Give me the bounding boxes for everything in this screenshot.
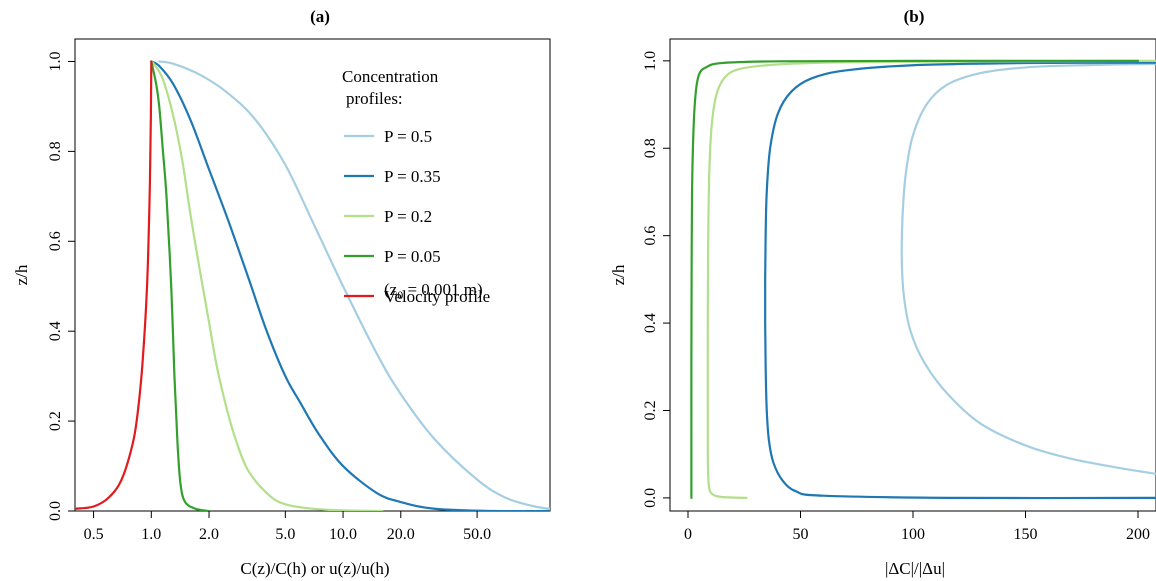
panel-b-chart: (b) 0 50 100 150 200 0.0 0.2 0.4 0.6 0.8 1.0 |ΔC|/… [609,7,1156,578]
panel-a-x-label: C(z)/C(h) or u(z)/u(h) [240,559,389,578]
panel-a-x-tick-label: 50.0 [463,526,491,543]
panel-a-y-tick-label: 0.8 [47,141,64,161]
legend-entry-label: P = 0.05 [384,247,441,266]
panel-a-x-tick-label: 20.0 [387,526,415,543]
panel-a-x-tick-label: 0.5 [84,526,104,543]
legend-entries: P = 0.5 P = 0.35 P = 0.2 P = 0.05 Velocity p… [344,127,490,306]
panel-b-plot-frame [669,38,1156,512]
panel-b-y-tick-label: 0.6 [642,226,659,246]
panel-a-legend: Concentration profiles: P = 0.5P = 0.35P… [342,67,490,306]
panel-b-x-tick-label: 150 [1014,526,1038,543]
panel-a-x-tick-label: 5.0 [275,526,295,543]
panel-a-curves [75,60,550,511]
panel-b-x-tick-label: 0 [684,526,692,543]
legend-velocity-note: (z0 = 0.001 m) [384,280,483,302]
panel-a-y-tick-label: 1.0 [47,51,64,71]
legend-entry-label: Velocity profile [384,287,490,306]
panel-a-y-tick-label: 0.6 [47,231,64,251]
panel-b-y-label: z/h [609,264,628,285]
panel-b-x-tick-label: 50 [793,526,809,543]
panel-a-y-label: z/h [12,264,31,285]
panel-a-x-tick-label: 10.0 [329,526,357,543]
panel-b-y-tick-label: 1.0 [642,51,659,71]
panel-b-x-tick-label: 100 [901,526,925,543]
panel-a-x-tick-label: 1.0 [141,526,161,543]
panel-b-series-p-0-05 [690,59,1140,499]
panel-a-chart: (a) 0.5 1.0 2.0 5.0 10.0 20.0 50.0 0.0 0.2 0.4 0.6… [12,7,551,578]
panel-a-title: (a) [310,7,330,26]
legend-entry-label: P = 0.35 [384,167,441,186]
panel-b-y-tick-label: 0.8 [642,138,659,158]
panel-b-x-label: |ΔC|/|Δu| [885,559,945,578]
panel-a-series-p-0-2 [150,60,384,511]
panel-a-axes: 0.5 1.0 2.0 5.0 10.0 20.0 50.0 0.0 0.2 0.4 0.6 0.8 1… [47,51,491,543]
panel-a-y-tick-label: 0.0 [47,501,64,521]
panel-a-y-tick-label: 0.4 [47,321,64,341]
legend-entry-label: P = 0.2 [384,207,432,226]
panel-b-axes: 0 50 100 150 200 0.0 0.2 0.4 0.6 0.8 1.0 [642,51,1150,543]
panel-b-title: (b) [904,7,925,26]
legend-entry-label: P = 0.5 [384,127,432,146]
panel-b-series-p-0-35 [764,61,1156,500]
panel-b-y-tick-label: 0.2 [642,400,659,420]
legend-title-line2: profiles: [346,89,403,108]
panel-a-y-tick-label: 0.2 [47,411,64,431]
panel-b-series-p-0-5 [900,62,1156,475]
panel-b-y-tick-label: 0.4 [642,313,659,333]
panel-a-series-p-0-5 [158,60,550,510]
panel-b-curves [690,59,1156,500]
panel-a-plot-frame [74,38,551,512]
panel-a-series-p-0-35 [150,60,550,511]
panel-a-series-p-0-05 [150,60,211,511]
legend-title-line1: Concentration [342,67,439,86]
panel-a-x-tick-label: 2.0 [199,526,219,543]
panel-a-series-velocity-profile [75,60,153,510]
panel-b-x-tick-label: 200 [1126,526,1150,543]
panel-b-y-tick-label: 0.0 [642,488,659,508]
